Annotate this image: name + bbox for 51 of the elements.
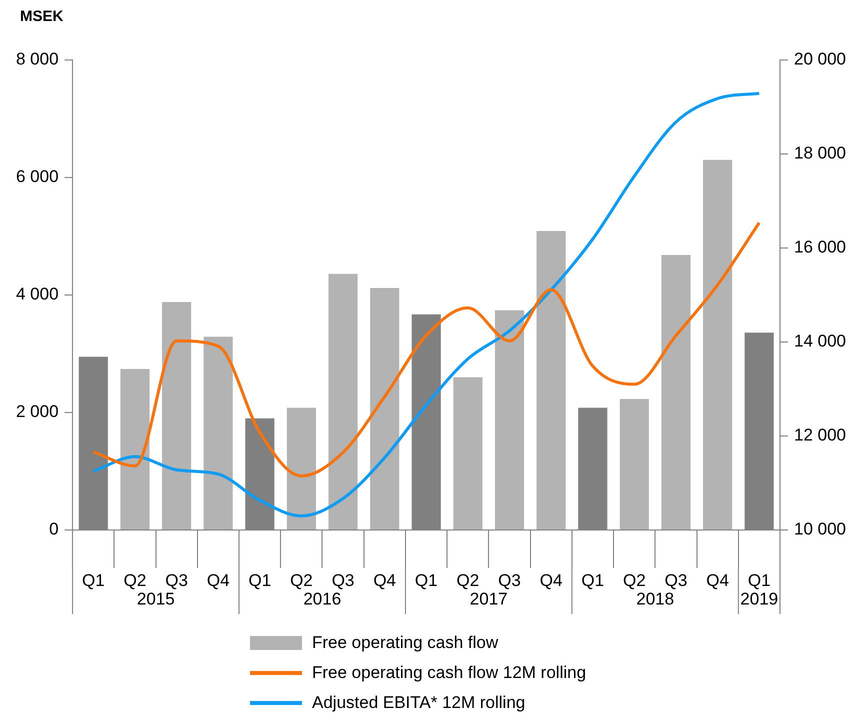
line-series [92, 221, 761, 478]
y2-tick-label: 18 000 [794, 144, 846, 163]
y-tick-label: 4 000 [16, 284, 59, 304]
x-tick-label: Q4 [540, 570, 562, 590]
x-tick-label: Q3 [664, 570, 688, 590]
x-tick-label: Q2 [456, 570, 480, 590]
y2-tick-label: 12 000 [794, 426, 846, 445]
legend-label: Free operating cash flow [312, 633, 498, 653]
bar [453, 377, 482, 530]
x-tick-label: Q4 [373, 570, 396, 590]
x-tick-label: Q4 [206, 570, 230, 590]
bar [204, 336, 233, 530]
x-tick-label: Q1 [748, 570, 771, 590]
line-series [92, 92, 761, 518]
y-tick-label: 8 000 [16, 50, 59, 69]
legend-label: Free operating cash flow 12M rolling [312, 663, 586, 683]
text: 2019 [740, 590, 778, 609]
x-tick-label: Q1 [414, 570, 438, 590]
x-tick-label: Q2 [124, 570, 146, 590]
text: 2016 [303, 590, 342, 609]
bar [162, 302, 192, 530]
bar [536, 230, 566, 530]
y-tick-label: 6 000 [16, 167, 59, 186]
bar [370, 288, 400, 530]
x-tick-label: Q3 [498, 570, 521, 590]
y2-tick-label: 10 000 [794, 520, 846, 539]
x-tick-label: Q2 [623, 570, 646, 590]
bar [120, 369, 150, 530]
x-tick-label: Q3 [332, 570, 354, 590]
bar [328, 274, 358, 530]
x-tick-label: Q4 [706, 570, 729, 590]
text: 2017 [470, 590, 508, 609]
x-tick-label: Q1 [248, 570, 272, 590]
legend-label: Adjusted EBITA* 12M rolling [312, 693, 526, 713]
x-tick-label: Q2 [290, 570, 313, 590]
bar [494, 310, 524, 530]
y2-tick-label: 20 000 [794, 50, 846, 69]
bar [620, 398, 649, 530]
x-tick-label: Q1 [82, 570, 105, 590]
y-tick-label: 0 [49, 520, 59, 539]
y-tick-label: 2 000 [16, 402, 59, 422]
x-tick-label: Q1 [581, 570, 604, 590]
x-tick-label: Q3 [165, 570, 188, 590]
y2-tick-label: 14 000 [794, 332, 846, 351]
text: 2018 [636, 590, 674, 609]
text: 2015 [136, 590, 175, 609]
y-axis-title: MSEK [20, 8, 64, 25]
bar [703, 160, 732, 530]
bar [661, 255, 691, 530]
bar [286, 408, 316, 530]
y2-tick-label: 16 000 [794, 238, 846, 257]
